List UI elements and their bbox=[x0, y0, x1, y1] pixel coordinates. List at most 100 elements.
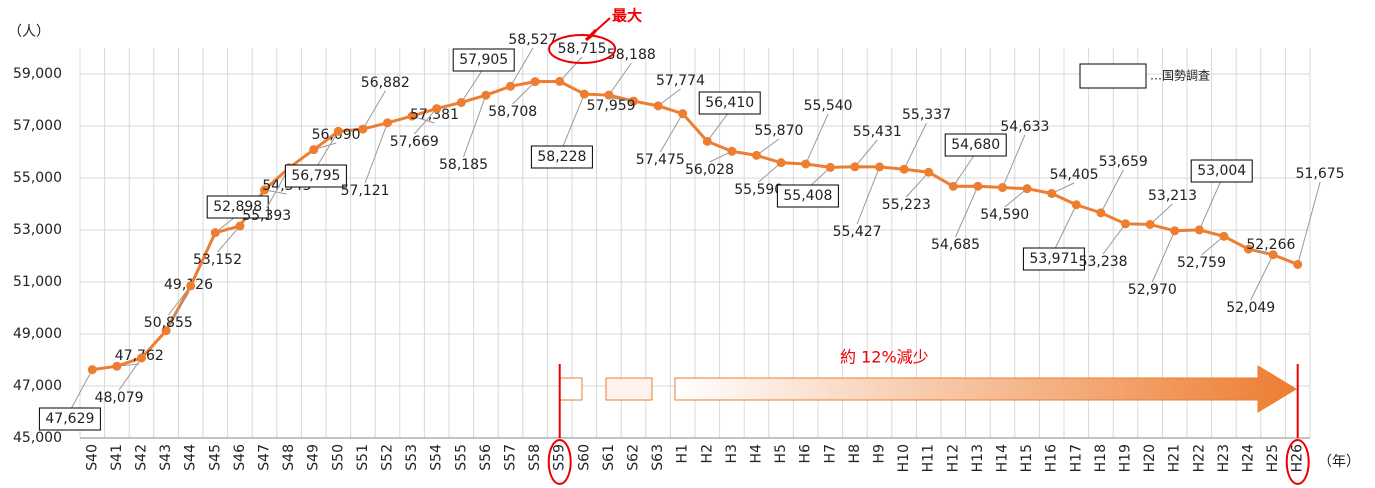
x-tick-label: S62 bbox=[626, 444, 642, 471]
point bbox=[555, 76, 565, 86]
data-label: 57,121 bbox=[341, 183, 390, 199]
data-label: 48,079 bbox=[95, 390, 144, 406]
leader-line bbox=[1297, 181, 1321, 265]
leader-line bbox=[706, 110, 731, 142]
data-label: 52,970 bbox=[1128, 282, 1177, 298]
leader-line bbox=[460, 67, 485, 103]
point bbox=[1047, 188, 1057, 198]
y-tick-label: 59,000 bbox=[13, 66, 62, 82]
leader-line bbox=[856, 166, 880, 225]
data-label: 54,680 bbox=[951, 137, 1000, 153]
leader-line bbox=[903, 122, 927, 170]
data-label: 57,669 bbox=[390, 134, 439, 150]
leader-line bbox=[1149, 203, 1173, 225]
point bbox=[407, 111, 417, 121]
x-tick-label: S48 bbox=[281, 444, 297, 471]
census-box bbox=[530, 145, 593, 169]
point bbox=[653, 101, 663, 111]
point bbox=[112, 361, 122, 371]
point bbox=[1219, 231, 1229, 241]
point bbox=[309, 145, 319, 155]
census-box bbox=[452, 48, 515, 72]
data-label: 53,659 bbox=[1099, 154, 1148, 170]
point bbox=[186, 281, 196, 291]
leader-line bbox=[805, 113, 829, 165]
data-label: 53,213 bbox=[1148, 188, 1197, 204]
x-tick-label: H6 bbox=[798, 444, 814, 464]
leader-line bbox=[362, 90, 386, 130]
point bbox=[948, 181, 958, 191]
x-tick-label: H3 bbox=[724, 444, 740, 463]
point bbox=[1194, 225, 1204, 235]
data-label: 56,882 bbox=[361, 75, 410, 91]
leader-line bbox=[364, 122, 388, 184]
arrow-part bbox=[605, 377, 653, 401]
x-tick-label: H19 bbox=[1118, 444, 1134, 472]
x-tick-label: H11 bbox=[921, 444, 937, 472]
leader-line bbox=[955, 185, 979, 238]
point bbox=[850, 162, 860, 172]
data-label: 52,049 bbox=[1226, 300, 1275, 316]
x-tick-label: H4 bbox=[749, 444, 765, 464]
point bbox=[825, 162, 835, 172]
data-label: 55,427 bbox=[833, 224, 882, 240]
data-label: 57,959 bbox=[587, 98, 636, 114]
x-tick-label: S42 bbox=[134, 444, 150, 471]
x-tick-label: S53 bbox=[404, 444, 420, 471]
range-circle bbox=[547, 439, 572, 485]
x-tick-label: S54 bbox=[429, 444, 445, 471]
leader-line bbox=[561, 93, 585, 150]
leader-line bbox=[165, 292, 189, 331]
y-tick-label: 55,000 bbox=[13, 170, 62, 186]
x-tick-label: H12 bbox=[945, 444, 961, 472]
data-label: 54,590 bbox=[980, 207, 1029, 223]
data-label: 56,795 bbox=[291, 168, 340, 184]
data-label: 55,590 bbox=[734, 182, 783, 198]
leader-line bbox=[1198, 178, 1223, 231]
point bbox=[137, 353, 146, 363]
x-tick-label: S49 bbox=[306, 444, 322, 471]
point bbox=[924, 167, 934, 177]
point bbox=[87, 365, 97, 375]
x-tick-label: H5 bbox=[773, 444, 789, 463]
point bbox=[260, 185, 269, 195]
leader-line bbox=[1002, 134, 1026, 188]
data-label: 58,185 bbox=[439, 157, 488, 173]
leader-line bbox=[657, 88, 681, 107]
data-label: 54,633 bbox=[1000, 119, 1049, 135]
point bbox=[604, 90, 614, 100]
x-tick-label: H20 bbox=[1142, 444, 1158, 472]
data-label: 55,408 bbox=[783, 188, 832, 204]
x-tick-label: S45 bbox=[207, 444, 223, 471]
y-tick-label: 51,000 bbox=[13, 274, 62, 290]
x-tick-label: S59 bbox=[552, 444, 568, 471]
point bbox=[678, 109, 688, 119]
data-label: 58,715 bbox=[558, 41, 607, 57]
x-tick-label: H2 bbox=[699, 444, 715, 463]
point bbox=[1244, 244, 1253, 254]
x-tick-label: S47 bbox=[257, 444, 273, 471]
leader-line bbox=[463, 95, 487, 158]
y-tick-label: 53,000 bbox=[13, 222, 62, 238]
data-label: 57,381 bbox=[410, 107, 459, 123]
point bbox=[1096, 208, 1106, 218]
x-tick-label: H14 bbox=[995, 444, 1011, 472]
leader-line bbox=[512, 81, 536, 105]
x-tick-label: S58 bbox=[527, 444, 543, 471]
x-tick-label: H9 bbox=[872, 444, 888, 463]
x-tick-label: H8 bbox=[847, 444, 863, 463]
point bbox=[432, 104, 442, 114]
data-label: 53,238 bbox=[1079, 254, 1128, 270]
leader-line bbox=[1053, 204, 1077, 252]
point bbox=[776, 158, 786, 168]
x-tick-label: H7 bbox=[822, 444, 838, 463]
leader-line bbox=[559, 56, 583, 82]
x-tick-label: S61 bbox=[601, 444, 617, 471]
leader-line bbox=[315, 131, 339, 169]
point bbox=[358, 124, 368, 134]
data-label: 56,028 bbox=[685, 162, 734, 178]
data-label: 52,898 bbox=[213, 199, 262, 215]
x-tick-label: H22 bbox=[1191, 444, 1207, 472]
legend-text: …国勢調査 bbox=[1150, 68, 1210, 83]
data-label: 52,266 bbox=[1246, 237, 1295, 253]
